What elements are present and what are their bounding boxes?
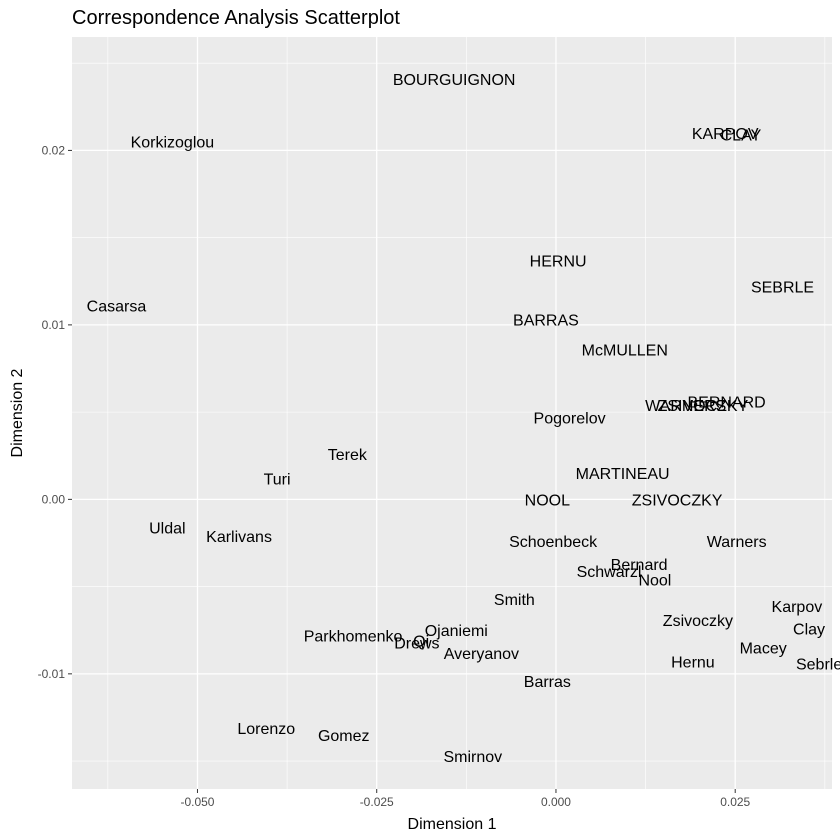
point-label: Karlivans: [206, 529, 272, 546]
x-axis-title: Dimension 1: [408, 816, 497, 833]
point-label: MARTINEAU: [576, 466, 670, 483]
point-label: Clay: [793, 621, 825, 638]
point-label: McMULLEN: [582, 342, 668, 359]
point-label: Drews: [394, 635, 439, 652]
point-label: Turi: [264, 471, 291, 488]
point-label: Averyanov: [444, 646, 519, 663]
point-label: Warners: [707, 534, 767, 551]
point-label: Schoenbeck: [509, 534, 598, 551]
point-label: BARRAS: [513, 313, 579, 330]
point-label: ZSIVOCZKY: [632, 492, 723, 509]
y-axis-title: Dimension 2: [9, 368, 26, 457]
point-label: Macey: [740, 641, 787, 658]
x-axis-ticks: -0.050 -0.025 0.000 0.025: [180, 789, 751, 809]
x-tick-label: -0.050: [180, 795, 214, 809]
point-label: Sebrle: [796, 656, 840, 673]
y-tick-label: 0.01: [42, 318, 66, 332]
point-label: Lorenzo: [237, 721, 295, 738]
point-label: ZSIVOCZKY: [658, 398, 749, 415]
y-axis-ticks: -0.01 0.00 0.01 0.02: [38, 143, 72, 681]
point-label: NOOL: [525, 492, 570, 509]
point-label: Smith: [494, 592, 535, 609]
point-label: Qi: [413, 634, 429, 651]
point-label: Karpov: [772, 599, 823, 616]
point-label: Schwarzl: [577, 564, 642, 581]
point-label: Gomez: [318, 728, 370, 745]
major-gridlines: [72, 37, 832, 789]
x-tick-label: -0.025: [360, 795, 394, 809]
chart-title: Correspondence Analysis Scatterplot: [72, 7, 400, 29]
point-label: SEBRLE: [751, 280, 814, 297]
y-tick-label: 0.00: [42, 492, 66, 506]
plot-panel: [72, 37, 832, 789]
y-tick-label: -0.01: [38, 667, 66, 681]
x-tick-label: 0.025: [720, 795, 750, 809]
point-label: KARPOV: [692, 126, 759, 143]
point-label: BOURGUIGNON: [393, 72, 516, 89]
point-label: Hernu: [671, 655, 715, 672]
point-label: CLAY: [721, 128, 762, 145]
point-label: Casarsa: [87, 299, 147, 316]
point-label: BERNARD: [687, 395, 765, 412]
point-label: HERNU: [530, 253, 587, 270]
point-label: WARNERS: [645, 398, 726, 415]
point-label: Korkizoglou: [131, 135, 215, 152]
point-label: Pogorelov: [534, 410, 606, 427]
y-tick-label: 0.02: [42, 143, 66, 157]
x-tick-label: 0.000: [541, 795, 571, 809]
point-label: Uldal: [149, 520, 185, 537]
point-label: Parkhomenko: [304, 628, 403, 645]
point-label: Barras: [524, 674, 571, 691]
minor-gridlines: [72, 37, 832, 789]
point-label: Zsivoczky: [663, 613, 733, 630]
point-label: Nool: [638, 573, 671, 590]
point-label: Bernard: [611, 557, 668, 574]
point-label: Ojaniemi: [425, 623, 488, 640]
point-label: Smirnov: [443, 749, 502, 766]
point-label: Terek: [328, 447, 368, 464]
